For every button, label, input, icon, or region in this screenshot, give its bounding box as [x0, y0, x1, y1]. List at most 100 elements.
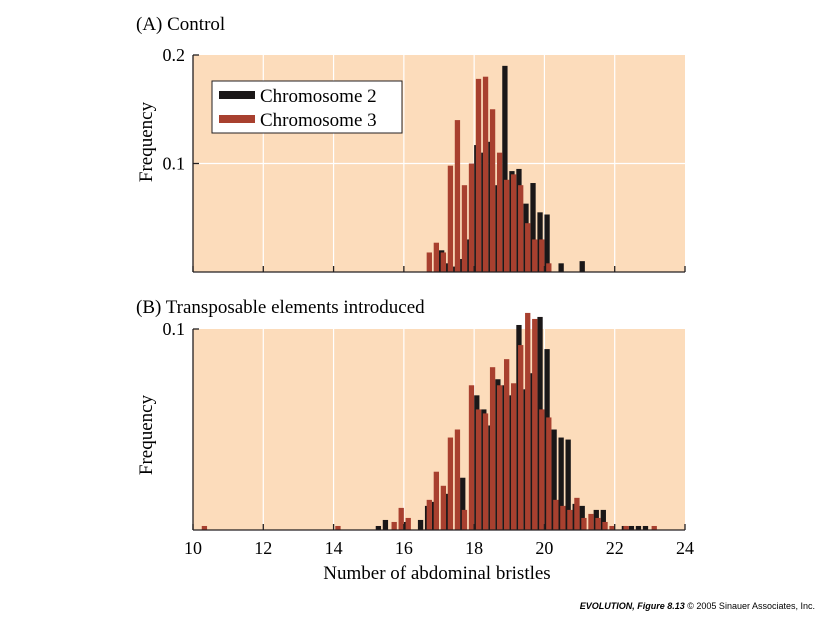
panel-b-y-axis-title: Frequency	[136, 394, 157, 475]
bar-chromosome-3	[518, 345, 524, 530]
bar-chromosome-3	[581, 517, 587, 530]
x-tick-label: 22	[606, 538, 624, 558]
panel-a-title: (A) Control	[136, 14, 225, 35]
bar-chromosome-3	[468, 163, 475, 272]
bar-chromosome-3	[602, 521, 608, 530]
legend: Chromosome 2 Chromosome 3	[211, 80, 403, 134]
bar-chromosome-2	[382, 519, 389, 530]
bar-chromosome-2	[600, 509, 606, 530]
bar-chromosome-3	[433, 242, 439, 272]
bar-chromosome-3	[461, 185, 468, 272]
panel-b-bars	[201, 312, 657, 530]
panel-b-y-tick-labels: 0.1	[163, 319, 186, 339]
bar-chromosome-3	[503, 179, 510, 272]
bar-chromosome-3	[440, 252, 447, 272]
figure-credit: EVOLUTION, Figure 8.13 © 2005 Sinauer As…	[580, 601, 815, 611]
x-tick-label: 24	[676, 538, 694, 558]
bar-chromosome-3	[511, 174, 517, 272]
bar-chromosome-3	[482, 76, 489, 272]
bar-chromosome-3	[489, 367, 496, 530]
x-axis-title: Number of abdominal bristles	[323, 563, 550, 584]
bar-chromosome-3	[553, 499, 559, 530]
bar-chromosome-3	[588, 513, 594, 530]
x-tick-label: 12	[254, 538, 272, 558]
bar-chromosome-3	[405, 517, 411, 530]
x-tick-label: 18	[465, 538, 483, 558]
bar-chromosome-3	[447, 165, 454, 272]
panel-a-y-axis-title: Frequency	[136, 101, 157, 182]
x-tick-label: 14	[325, 538, 343, 558]
panel-a-y-tick-labels: 0.1 0.2	[163, 45, 186, 174]
bar-chromosome-3	[532, 318, 538, 530]
legend-swatch-chromosome-3	[219, 115, 255, 123]
x-tick-label: 20	[535, 538, 553, 558]
bar-chromosome-2	[558, 263, 564, 272]
bar-chromosome-2	[551, 429, 557, 530]
panel-a-bars	[426, 65, 585, 273]
bar-chromosome-3	[518, 185, 524, 272]
bar-chromosome-3	[567, 509, 573, 530]
bar-chromosome-2	[628, 525, 635, 530]
bar-chromosome-3	[335, 525, 341, 530]
bar-chromosome-2	[544, 214, 550, 272]
bar-chromosome-3	[496, 385, 503, 530]
y-tick-label: 0.2	[163, 45, 186, 65]
bar-chromosome-3	[511, 383, 517, 530]
bar-chromosome-3	[475, 78, 482, 273]
bar-chromosome-3	[447, 437, 454, 530]
bar-chromosome-2	[635, 525, 642, 530]
bar-chromosome-3	[623, 525, 629, 530]
bar-chromosome-3	[539, 409, 545, 530]
y-tick-label: 0.1	[163, 154, 186, 174]
panel-b-axes	[192, 328, 686, 531]
bar-chromosome-3	[426, 252, 432, 272]
bar-chromosome-3	[595, 517, 601, 530]
bar-chromosome-2	[565, 439, 571, 530]
bar-chromosome-3	[539, 239, 545, 272]
bar-chromosome-3	[454, 120, 461, 272]
bar-chromosome-3	[489, 109, 496, 272]
bar-chromosome-2	[460, 477, 466, 530]
y-tick-label: 0.1	[163, 319, 186, 339]
legend-swatch-chromosome-2	[219, 91, 255, 99]
figure-credit-copyright: © 2005 Sinauer Associates, Inc.	[685, 601, 815, 611]
bar-chromosome-3	[201, 525, 208, 530]
legend-label-chromosome-3: Chromosome 3	[260, 110, 377, 131]
bar-chromosome-2	[558, 437, 564, 530]
bar-chromosome-3	[525, 312, 531, 530]
panel-b-title: (B) Transposable elements introduced	[136, 297, 425, 318]
bar-chromosome-3	[440, 485, 447, 530]
panel-b-x-tick-labels: 10 12 14 16 18 20 22 24	[184, 538, 694, 558]
bar-chromosome-2	[642, 525, 649, 530]
bar-chromosome-3	[503, 359, 510, 530]
bar-chromosome-3	[426, 499, 432, 530]
bar-chromosome-3	[482, 413, 489, 530]
bar-chromosome-3	[454, 429, 461, 530]
bar-chromosome-3	[651, 525, 657, 530]
bar-chromosome-3	[391, 521, 397, 530]
bar-chromosome-2	[579, 261, 585, 272]
bar-chromosome-2	[530, 183, 536, 272]
bar-chromosome-3	[546, 263, 552, 272]
bar-chromosome-3	[496, 152, 503, 272]
bar-chromosome-2	[375, 525, 382, 530]
bar-chromosome-3	[525, 223, 531, 272]
bar-chromosome-2	[502, 65, 508, 272]
bar-chromosome-3	[398, 507, 404, 530]
bar-chromosome-3	[574, 497, 580, 530]
bar-chromosome-3	[532, 239, 538, 272]
x-tick-label: 16	[395, 538, 413, 558]
bar-chromosome-3	[546, 417, 552, 530]
legend-label-chromosome-2: Chromosome 2	[260, 86, 377, 107]
panel-a: (A) Control Frequency 0.1 0.2 Chromosome …	[136, 14, 686, 273]
panel-a-axes	[192, 54, 686, 273]
bar-chromosome-3	[461, 509, 468, 530]
bar-chromosome-2	[417, 519, 424, 530]
figure-credit-title: EVOLUTION, Figure 8.13	[580, 601, 685, 611]
bar-chromosome-3	[475, 409, 482, 530]
bar-chromosome-3	[560, 505, 566, 530]
bar-chromosome-3	[468, 385, 475, 530]
x-tick-label: 10	[184, 538, 202, 558]
bar-chromosome-3	[609, 525, 615, 530]
